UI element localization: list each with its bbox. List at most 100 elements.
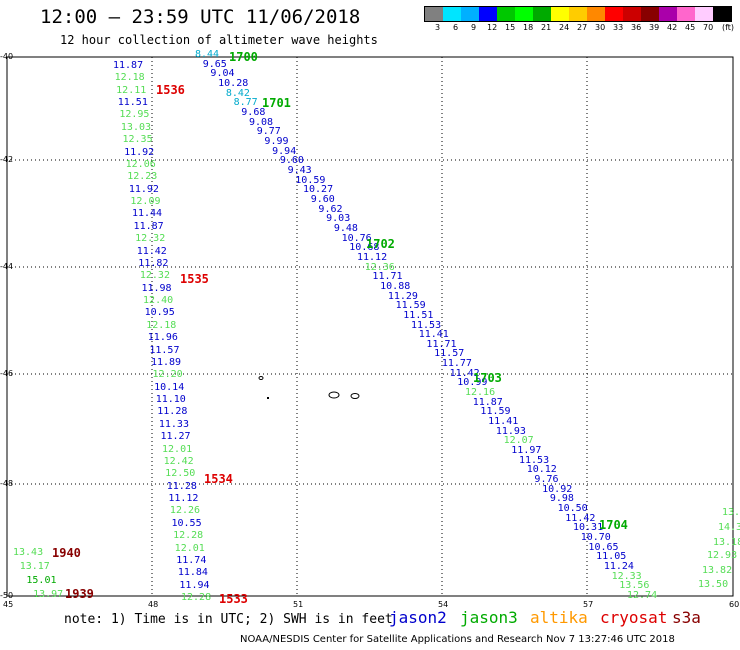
wave-height-value: 11.27 [160,431,191,443]
pass-time-label: 1534 [204,472,233,486]
wave-height-value: 11.53 [411,319,442,331]
longitude-label: 48 [148,600,159,609]
wave-height-value: 13. [722,507,740,518]
longitude-label: 45 [3,600,14,609]
wave-height-value: 13.97 [33,589,64,600]
wave-height-value: 9.98 [549,493,574,505]
wave-height-value: 12.32 [139,270,170,282]
color-scale-tick: 39 [649,23,660,32]
wave-height-value: 10.27 [303,184,334,196]
wave-height-value: 10.50 [557,503,588,515]
wave-height-value: 9.03 [326,213,351,225]
wave-height-value: 8.44 [195,49,220,60]
color-swatch [425,7,443,21]
wave-height-value: 9.77 [256,126,281,138]
wave-height-value: 11.96 [147,332,178,344]
color-scale-bar [424,6,732,22]
pass-time-label: 1536 [156,83,185,97]
wave-height-value: 11.51 [403,309,434,321]
color-swatch [659,7,677,21]
wave-height-value: 12.26 [169,505,201,517]
wave-height-value: 12.50 [165,468,196,480]
wave-height-value: 11.82 [138,257,169,269]
wave-height-value: 12.28 [173,530,204,542]
latitude-label: -48 [0,479,14,488]
wave-height-value: 9.65 [202,58,227,70]
color-swatch [605,7,623,21]
wave-height-value: 11.71 [426,338,457,350]
latitude-label: -44 [0,262,14,271]
color-swatch [461,7,479,21]
pass-time-label: 1702 [366,237,395,251]
wave-height-value: 9.62 [318,203,343,215]
wave-height-value: 10.59 [295,174,326,186]
map-subtitle: 12 hour collection of altimeter wave hei… [60,33,378,47]
latitude-label: -40 [0,52,14,61]
latitude-label: -50 [0,591,14,600]
wave-height-value: 9.76 [534,474,559,486]
latitude-label: -42 [0,155,14,164]
credit-line: NOAA/NESDIS Center for Satellite Applica… [240,634,675,645]
color-scale-tick: 33 [613,23,624,32]
color-swatch [587,7,605,21]
wave-height-value: 12.33 [611,570,642,582]
wave-height-value: 9.60 [310,193,335,205]
wave-height-value: 12.01 [162,443,193,455]
wave-height-value: 10.76 [341,232,372,244]
wave-height-value: 10.70 [580,532,611,544]
wave-height-value: 11.12 [357,251,388,263]
color-swatch [641,7,659,21]
color-scale-tick: 70 [703,23,714,32]
wave-height-value: 11.28 [157,406,188,418]
wave-height-value: 11.89 [150,356,182,368]
color-scale-tick: 12 [487,23,498,32]
longitude-label: 51 [293,600,304,609]
wave-height-value: 12.35 [122,134,153,146]
wave-height-value: 10.92 [542,483,573,495]
wave-height-value: 11.59 [480,406,511,418]
wave-height-value: 12.01 [174,542,205,554]
wave-height-value: 13.18 [713,537,740,548]
wave-height-value: 11.53 [519,454,550,466]
wave-height-value: 11.05 [596,551,627,563]
longitude-label: 60 [729,600,740,609]
wave-height-value: 12.93 [707,550,738,561]
wave-height-value: 11.92 [128,183,159,195]
pass-time-label: 1704 [599,518,628,532]
wave-height-value: 9.48 [333,222,358,234]
color-scale-tick: 45 [685,23,696,32]
wave-height-value: 9.08 [249,116,274,128]
pass-time-label: 1701 [262,96,291,110]
wave-height-value: 9.94 [272,145,297,157]
wave-height-value: 13.50 [698,579,729,590]
wave-height-value: 12.16 [465,387,496,399]
color-scale-tick: 21 [541,23,552,32]
wave-height-value: 12.06 [125,158,156,170]
color-scale-tick: 9 [471,23,477,32]
color-swatch [551,7,569,21]
color-scale-tick: 42 [667,23,678,32]
map-border [6,56,734,597]
wave-height-value: 13.82 [702,565,733,576]
island-shape [267,397,269,399]
longitude-label: 57 [583,600,594,609]
wave-height-value: 11.24 [603,561,634,573]
wave-height-value: 12.18 [114,72,145,84]
wave-height-value: 12.28 [181,592,212,603]
legend-item-s3a: s3a [672,608,701,627]
wave-height-value: 10.65 [588,541,619,553]
wave-height-value: 11.33 [158,418,189,430]
wave-height-value: 12.23 [127,171,158,183]
wave-height-value: 11.28 [166,480,197,492]
footer-note: note: 1) Time is in UTC; 2) SWH is in fe… [64,612,393,627]
color-scale-tick: 24 [559,23,570,32]
wave-height-value: 11.71 [372,271,403,283]
wave-height-value: 10.12 [526,464,557,476]
wave-height-value: 9.68 [241,106,266,118]
color-scale-tick: 18 [523,23,534,32]
pass-time-label: 1533 [219,592,248,606]
wave-height-value: 15.01 [26,575,57,586]
wave-height-value: 11.12 [168,493,199,505]
pass-time-label: 1703 [473,371,502,385]
